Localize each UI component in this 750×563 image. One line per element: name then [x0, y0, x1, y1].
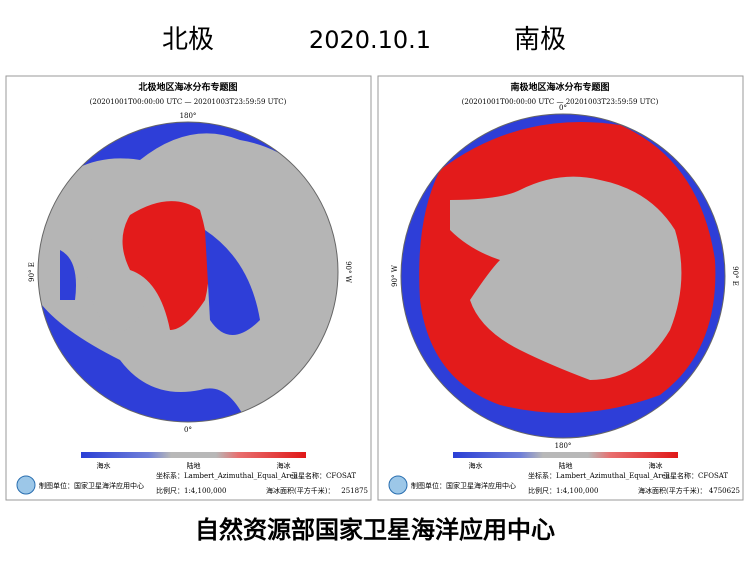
- panel-texts: 南极地区海冰分布专题图 (20201001T00:00:00 UTC — 2020…: [388, 81, 740, 495]
- logo: [16, 475, 36, 495]
- area-label: 海冰面积(平方千米)：: [638, 486, 706, 495]
- arctic-map: [38, 122, 338, 422]
- logo: [388, 475, 408, 495]
- panel-title: 南极地区海冰分布专题图: [510, 81, 609, 93]
- coordinate: 坐标系：Lambert_Azimuthal_Equal_Area: [156, 471, 298, 480]
- header-left: 北极: [162, 25, 214, 55]
- lon-label: 90° W: [344, 261, 352, 284]
- lon-label: 90° E: [731, 266, 739, 286]
- panel-title: 北极地区海冰分布专题图: [138, 81, 237, 93]
- legend-label: 陆地: [187, 461, 201, 470]
- legend-label: 海水: [97, 461, 111, 470]
- lon-label: 0°: [559, 104, 567, 112]
- panel-period: (20201001T00:00:00 UTC — 20201003T23:59:…: [462, 98, 659, 106]
- lon-label: 90° E: [28, 262, 36, 282]
- legend-label: 陆地: [559, 461, 573, 470]
- area-value: 4750625: [709, 487, 740, 495]
- satellite: 卫星名称：CFOSAT: [663, 471, 728, 480]
- header-date: 2020.10.1: [309, 26, 431, 54]
- header-right: 南极: [514, 25, 566, 55]
- map-border: [37, 121, 339, 423]
- panel-period: (20201001T00:00:00 UTC — 20201003T23:59:…: [90, 98, 287, 106]
- legend-label: 海水: [469, 461, 483, 470]
- unit: 制图单位：国家卫星海洋应用中心: [39, 481, 144, 490]
- satellite: 卫星名称：CFOSAT: [291, 471, 356, 480]
- unit: 制图单位：国家卫星海洋应用中心: [411, 481, 516, 490]
- legend-label: 海冰: [649, 461, 663, 470]
- legend-bar: [453, 452, 678, 458]
- map-border: [400, 113, 726, 439]
- area-label: 海冰面积(平方千米)：: [266, 486, 334, 495]
- lon-label: 0°: [184, 426, 192, 434]
- scale: 比例尺：1:4,100,000: [528, 486, 598, 495]
- lon-label: 90° W: [391, 264, 399, 287]
- coordinate: 坐标系：Lambert_Azimuthal_Equal_Area: [528, 471, 670, 480]
- antarctic-map: [401, 114, 725, 438]
- scale: 比例尺：1:4,100,000: [156, 486, 226, 495]
- legend-label: 海冰: [277, 461, 291, 470]
- lon-label: 180°: [555, 442, 572, 450]
- area-value: 251875: [341, 487, 368, 495]
- lon-label: 180°: [180, 112, 197, 120]
- legend-bar: [81, 452, 306, 458]
- panel-texts: 北极地区海冰分布专题图 (20201001T00:00:00 UTC — 2020…: [16, 81, 368, 495]
- footer: 自然资源部国家卫星海洋应用中心: [195, 516, 555, 544]
